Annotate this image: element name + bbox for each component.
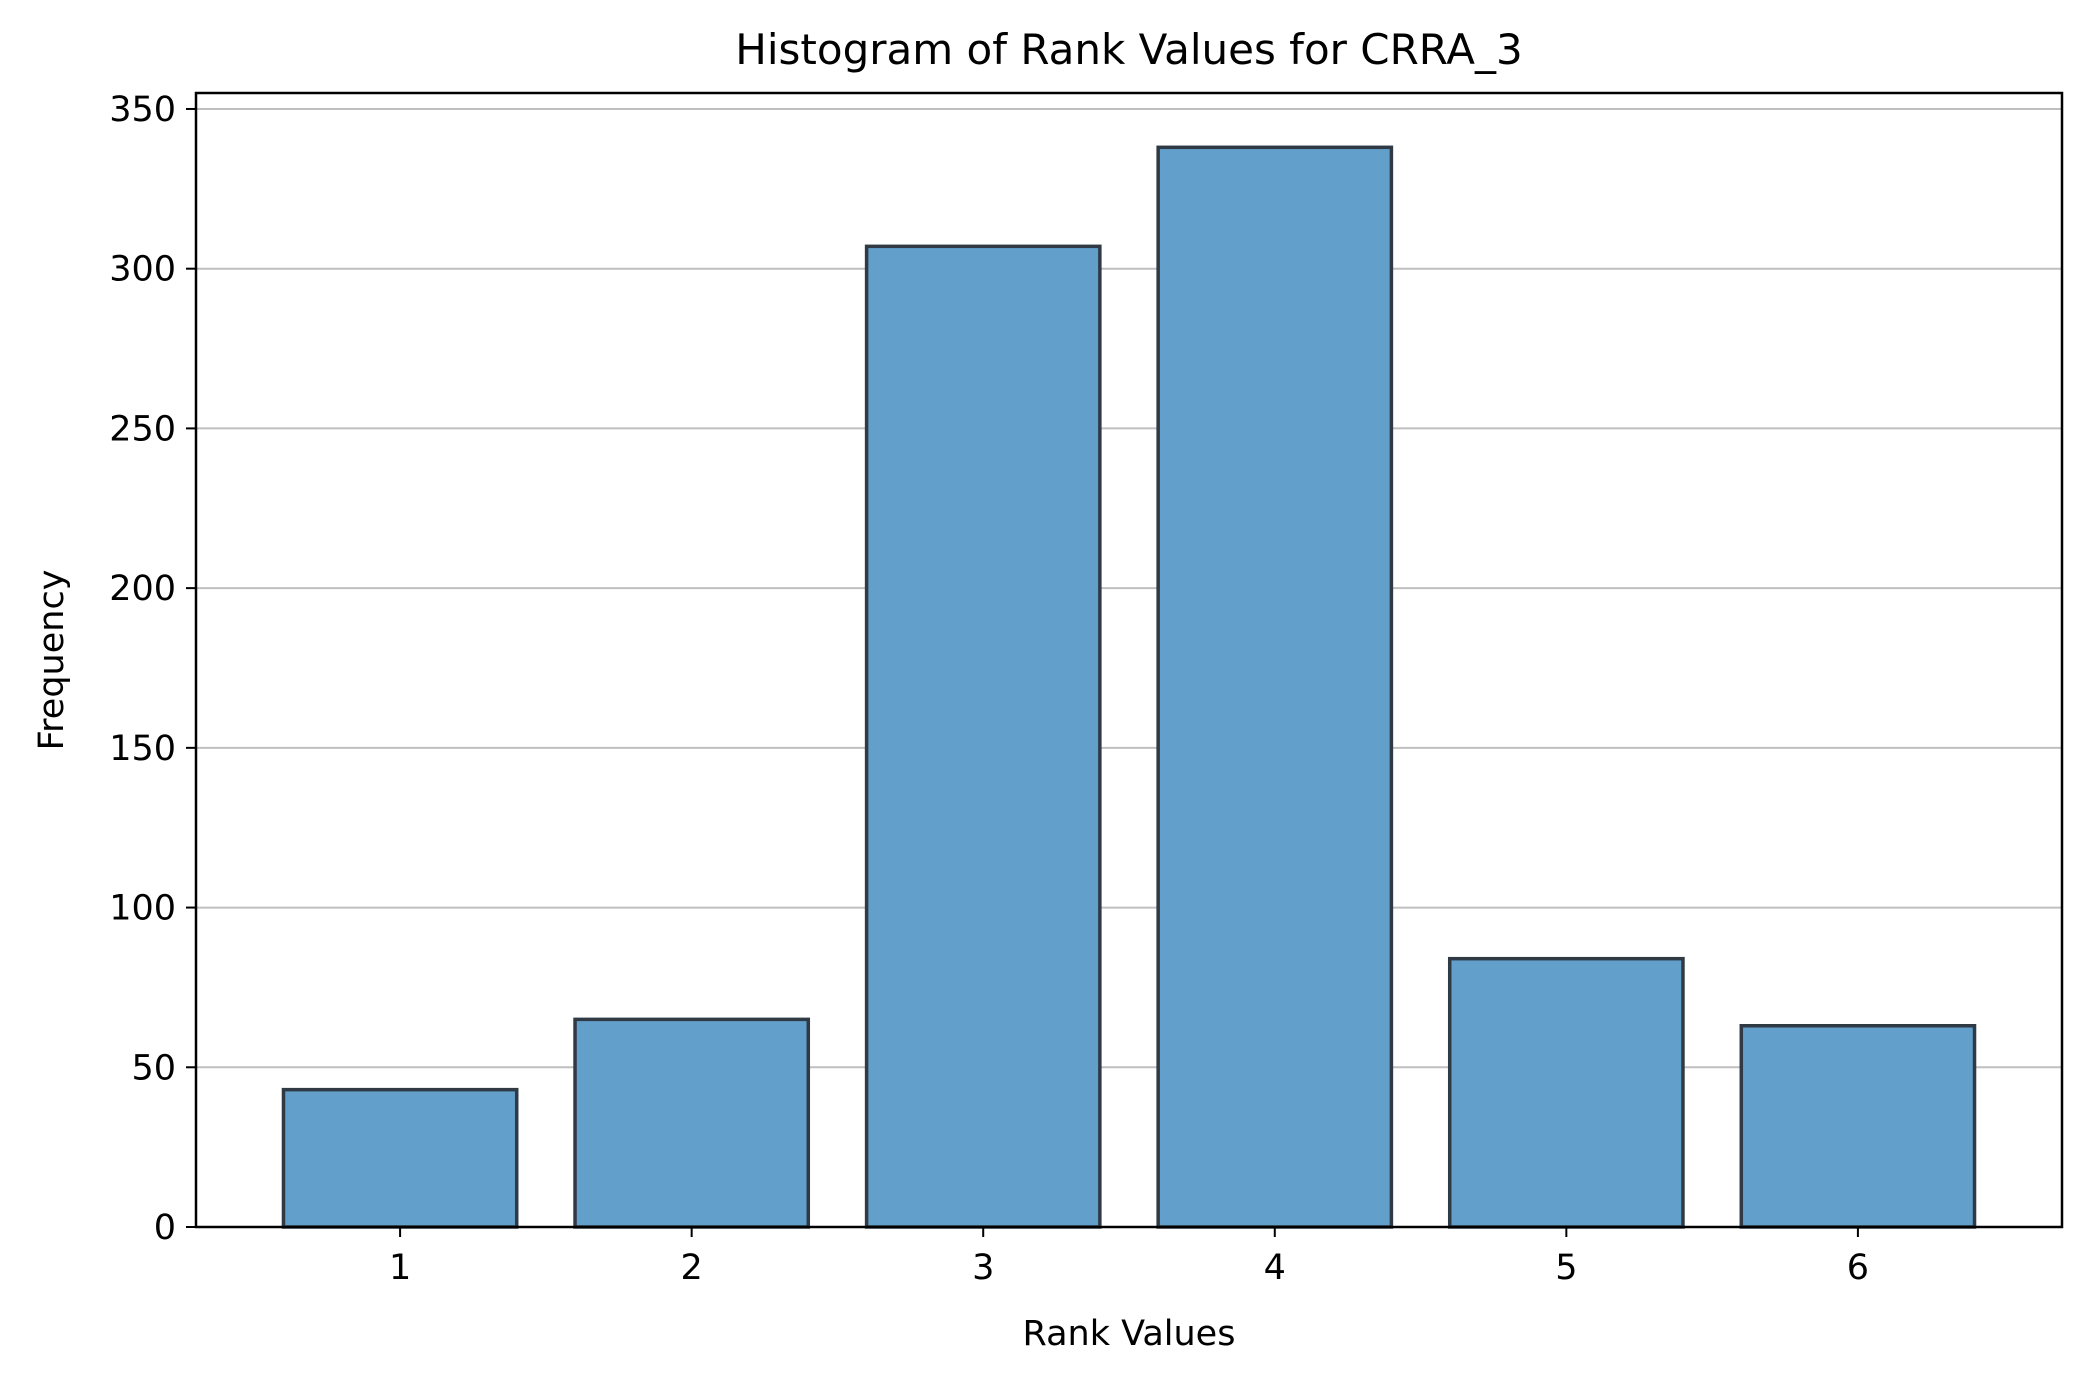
chart-title: Histogram of Rank Values for CRRA_3	[735, 25, 1522, 74]
bar-rank-1	[281, 1087, 519, 1229]
x-tick-label: 5	[1555, 1248, 1577, 1288]
x-axis-ticks: 1 2 3 4 5 6	[389, 1227, 1869, 1288]
bar-rank-4	[1156, 145, 1394, 1229]
y-tick-label: 150	[109, 729, 176, 769]
y-tick-label: 100	[109, 889, 176, 929]
plot-frame	[194, 91, 2064, 1229]
x-tick-label: 1	[389, 1248, 411, 1288]
y-tick-label: 300	[109, 250, 176, 290]
x-tick-label: 3	[972, 1248, 994, 1288]
bar-rank-6	[1739, 1024, 1977, 1229]
x-axis-label: Rank Values	[1023, 1314, 1236, 1354]
y-tick-label: 0	[154, 1208, 176, 1248]
bar-rank-3	[864, 244, 1102, 1229]
bars	[281, 145, 1977, 1229]
x-tick-label: 6	[1847, 1248, 1869, 1288]
bar-rank-2	[573, 1017, 811, 1229]
y-tick-label: 50	[131, 1048, 176, 1088]
x-tick-label: 4	[1264, 1248, 1286, 1288]
y-tick-label: 350	[109, 90, 176, 130]
y-tick-label: 200	[109, 569, 176, 609]
y-axis-label: Frequency	[32, 570, 72, 751]
x-tick-label: 2	[681, 1248, 703, 1288]
bar-rank-5	[1447, 956, 1685, 1229]
y-axis-ticks: 0 50 100 150 200 250 300 350	[109, 90, 196, 1248]
y-gridlines	[196, 107, 2062, 1069]
y-tick-label: 250	[109, 409, 176, 449]
